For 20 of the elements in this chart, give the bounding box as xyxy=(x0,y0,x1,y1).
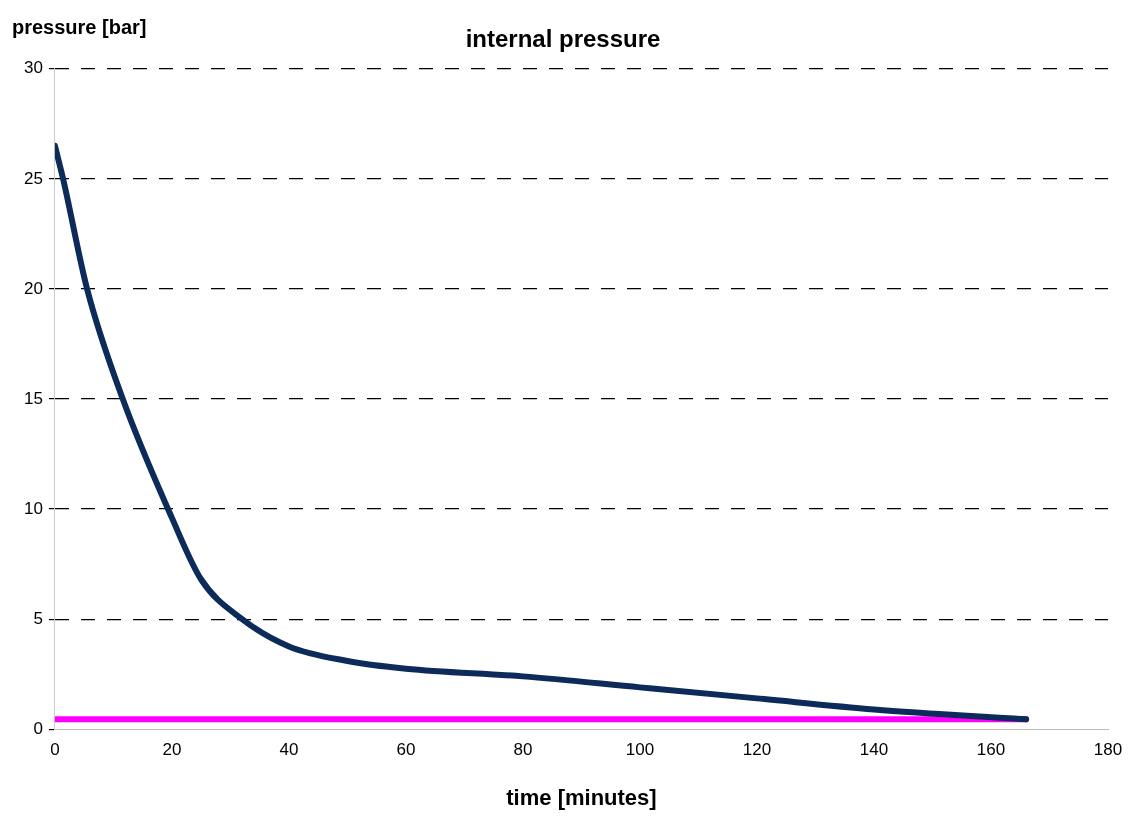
y-axis-title: pressure [bar] xyxy=(12,15,147,38)
x-tick-label: 180 xyxy=(1093,740,1123,760)
x-axis-title: time [minutes] xyxy=(506,784,657,810)
chart-title: internal pressure xyxy=(465,25,661,53)
x-tick-label: 160 xyxy=(976,740,1006,760)
x-tick-label: 120 xyxy=(742,740,772,760)
x-tick-label: 80 xyxy=(513,740,533,760)
y-tick-label: 30 xyxy=(23,58,43,78)
y-tick-label: 0 xyxy=(33,718,43,738)
y-tick-label: 20 xyxy=(23,278,43,298)
x-tick-label: 60 xyxy=(396,740,416,760)
y-tick-label: 25 xyxy=(23,168,43,188)
x-tick-label: 40 xyxy=(279,740,299,760)
x-tick-label: 20 xyxy=(162,740,182,760)
x-tick-label: 140 xyxy=(859,740,889,760)
x-tick-label: 100 xyxy=(625,740,655,760)
y-tick-label: 10 xyxy=(23,498,43,518)
y-tick-label: 15 xyxy=(23,388,43,408)
y-tick-label: 5 xyxy=(33,608,43,628)
x-tick-label: 0 xyxy=(50,740,60,760)
